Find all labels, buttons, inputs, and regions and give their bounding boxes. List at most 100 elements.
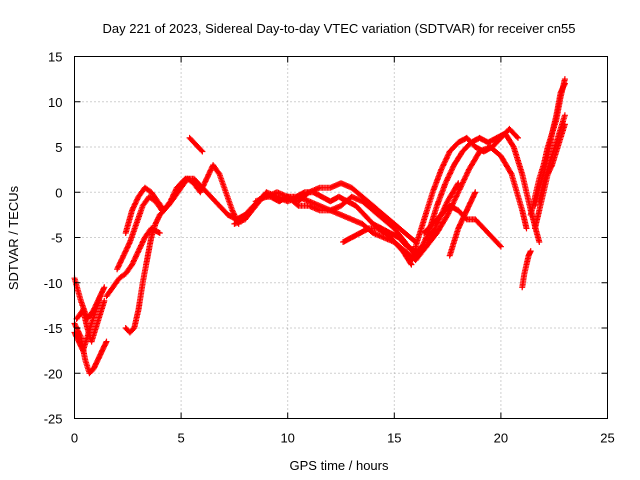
- data-point: [414, 259, 417, 261]
- data-point: [423, 218, 425, 221]
- data-point: [231, 209, 234, 212]
- data-point: [225, 191, 227, 194]
- data-point: [436, 232, 438, 234]
- data-point: [521, 286, 524, 289]
- data-point: [402, 250, 404, 252]
- data-point: [116, 268, 118, 270]
- data-point: [188, 137, 191, 139]
- data-point: [193, 177, 195, 180]
- data-point: [329, 186, 332, 189]
- data-point: [431, 191, 434, 194]
- data-point: [286, 200, 289, 203]
- data-point: [559, 128, 562, 130]
- x-tick-label: 15: [387, 431, 401, 446]
- data-point: [410, 263, 413, 266]
- data-point: [361, 200, 364, 203]
- data-point: [154, 200, 157, 203]
- data-point: [199, 191, 202, 194]
- data-point: [382, 236, 385, 239]
- marker-trail-track-19: [519, 248, 534, 291]
- data-point: [359, 232, 361, 234]
- data-point: [90, 340, 93, 343]
- data-point: [350, 218, 353, 221]
- data-point: [210, 195, 212, 198]
- data-point: [457, 182, 460, 184]
- data-point: [340, 182, 342, 184]
- series-track-16: [421, 202, 504, 250]
- data-point: [440, 214, 443, 216]
- data-point: [564, 78, 566, 80]
- data-point: [457, 191, 460, 194]
- data-point: [95, 327, 97, 329]
- data-markers: [71, 76, 568, 377]
- data-point: [559, 91, 562, 94]
- data-point: [112, 286, 114, 289]
- data-point: [382, 214, 385, 216]
- data-point: [393, 227, 396, 230]
- data-point: [297, 200, 300, 203]
- data-point: [527, 254, 530, 257]
- data-point: [329, 209, 332, 212]
- data-point: [82, 309, 84, 311]
- y-tick-label: -20: [44, 366, 63, 381]
- data-point: [97, 358, 99, 361]
- series-track-08: [114, 162, 242, 273]
- data-point: [508, 128, 511, 130]
- series-track-19: [519, 248, 534, 291]
- series-track-09: [186, 134, 206, 155]
- data-point: [542, 182, 545, 184]
- data-point: [448, 150, 451, 153]
- data-point: [233, 223, 236, 225]
- x-tick-label: 25: [600, 431, 614, 446]
- data-point: [133, 327, 135, 329]
- data-point: [180, 186, 182, 189]
- data-point: [521, 209, 524, 212]
- data-point: [491, 146, 494, 148]
- data-point: [376, 227, 379, 230]
- data-point: [340, 205, 342, 207]
- data-point: [137, 195, 140, 198]
- data-point: [286, 195, 289, 198]
- data-point: [350, 186, 353, 189]
- data-point: [384, 232, 387, 234]
- data-point: [90, 322, 93, 325]
- data-point: [158, 232, 161, 234]
- data-point: [461, 218, 464, 221]
- data-point: [483, 227, 485, 230]
- y-tick-label: 0: [55, 185, 62, 200]
- data-point: [80, 336, 82, 338]
- data-point: [427, 232, 430, 234]
- data-point: [474, 191, 477, 194]
- data-point: [363, 214, 366, 216]
- data-point: [547, 155, 549, 157]
- data-point: [355, 205, 357, 207]
- data-point: [135, 223, 138, 225]
- marker-trail-track-18: [446, 189, 479, 259]
- data-point: [382, 218, 385, 221]
- data-point: [564, 82, 566, 85]
- data-point: [551, 132, 553, 135]
- data-point: [453, 241, 455, 243]
- data-point: [547, 168, 549, 171]
- data-point: [436, 205, 438, 207]
- data-point: [410, 259, 413, 261]
- data-point: [84, 358, 86, 361]
- data-point: [95, 309, 97, 311]
- data-point: [444, 182, 447, 184]
- x-tick-label: 0: [71, 431, 78, 446]
- data-point: [244, 218, 246, 221]
- data-point: [82, 349, 84, 352]
- data-point: [75, 318, 78, 320]
- data-point: [254, 205, 257, 207]
- data-point: [99, 295, 101, 298]
- y-axis-label: SDTVAR / TECUs: [6, 185, 21, 290]
- data-point: [523, 272, 526, 275]
- data-point: [131, 263, 133, 266]
- data-point: [431, 223, 434, 225]
- data-point: [470, 200, 472, 203]
- y-tick-label: -15: [44, 321, 63, 336]
- data-point: [465, 137, 468, 139]
- data-point: [551, 155, 553, 157]
- data-point: [129, 241, 131, 243]
- data-point: [342, 241, 344, 243]
